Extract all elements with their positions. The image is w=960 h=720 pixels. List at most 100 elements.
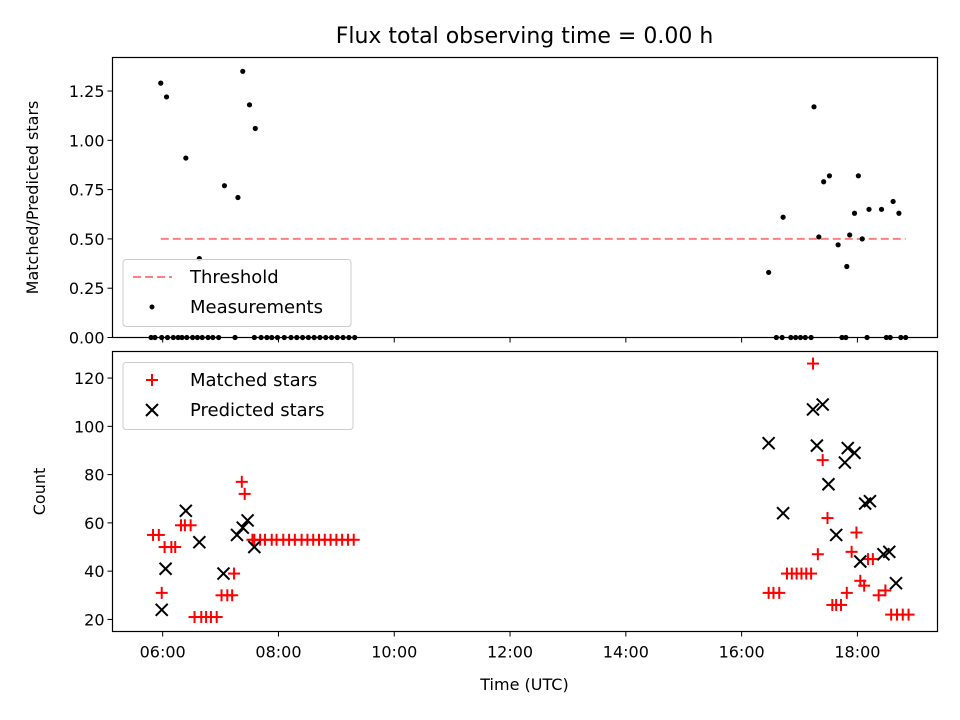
matched-star-point <box>835 598 848 611</box>
legend-threshold-label: Threshold <box>189 267 279 288</box>
predicted-star-point <box>853 554 868 569</box>
predicted-star-point <box>815 397 830 412</box>
top-ytick-label: 0.25 <box>69 279 105 298</box>
legend-measurements-label: Measurements <box>190 297 323 318</box>
measurement-point <box>252 125 258 132</box>
measurement-point <box>235 194 241 201</box>
predicted-star-point <box>236 520 250 535</box>
bottom-axes: 20 40 60 80 100 120 06:00 08:00 10:00 12:00 14:00… <box>30 350 939 694</box>
bottom-xtick-label: 08:00 <box>255 643 301 662</box>
xlabel: Time (UTC) <box>479 675 568 694</box>
matched-star-point <box>184 519 197 532</box>
matched-star-point <box>850 526 863 539</box>
matched-star-point <box>210 611 223 624</box>
matched-star-point <box>169 541 182 554</box>
predicted-star-point <box>889 576 903 590</box>
bottom-xtick-label: 12:00 <box>487 643 533 662</box>
chart-title: Flux total observing time = 0.00 h <box>336 24 714 49</box>
predicted-star-point <box>761 436 776 450</box>
matched-star-point <box>226 589 239 602</box>
bottom-ytick-label: 80 <box>84 466 104 485</box>
predicted-star-point <box>841 441 855 455</box>
measurement-point <box>859 236 865 242</box>
measurement-point <box>163 94 170 100</box>
top-ytick-label: 1.00 <box>69 131 105 150</box>
predicted-star-point <box>230 528 244 542</box>
matched-star-point <box>152 528 165 541</box>
matched-star-point <box>879 584 892 597</box>
matched-star-point <box>872 589 885 602</box>
measurement-point <box>855 173 861 179</box>
bottom-ylabel: Count <box>30 468 49 516</box>
legend-matched-label: Matched stars <box>190 370 317 391</box>
predicted-star-point <box>179 504 193 518</box>
predicted-star-point <box>216 566 231 581</box>
matched-star-point <box>821 512 834 525</box>
top-ytick-label: 0.00 <box>69 329 105 348</box>
bottom-yticks: 20 40 60 80 100 120 <box>74 369 113 629</box>
measurement-point <box>847 232 853 238</box>
bottom-xtick-label: 14:00 <box>603 643 649 662</box>
legend-predicted-swatch <box>145 403 159 417</box>
matched-star-point <box>155 586 168 599</box>
matched-star-point <box>811 548 824 561</box>
top-yticks: 0.00 0.25 0.50 0.75 1.00 1.25 <box>69 82 113 348</box>
matched-star-point <box>816 454 829 467</box>
measurement-point <box>811 104 817 110</box>
bottom-xtick-label: 18:00 <box>834 643 880 662</box>
measurement-point <box>878 206 885 212</box>
predicted-star-point <box>192 535 207 549</box>
measurement-point <box>890 198 896 205</box>
bottom-legend-frame <box>122 362 354 430</box>
legend-matched-swatch <box>146 374 158 386</box>
legend-measurements-swatch <box>149 304 155 310</box>
bottom-ytick-label: 40 <box>84 562 104 581</box>
bottom-ytick-label: 60 <box>84 514 104 533</box>
predicted-star-point <box>882 545 896 559</box>
bottom-ytick-label: 120 <box>74 369 105 388</box>
matched-star-point <box>807 357 820 370</box>
predicted-star-point <box>158 562 173 576</box>
top-legend: Threshold Measurements <box>122 259 352 327</box>
measurement-point <box>158 80 164 86</box>
measurement-point <box>780 214 786 220</box>
bottom-xtick-label: 16:00 <box>719 643 765 662</box>
bottom-legend: Matched stars Predicted stars <box>122 362 354 430</box>
measurement-point <box>240 68 246 74</box>
predicted-star-point <box>863 494 877 508</box>
matched-star-point <box>866 553 879 566</box>
measurement-point <box>821 179 827 185</box>
matched-star-point <box>840 586 853 599</box>
matched-star-point <box>805 567 818 580</box>
bottom-marks <box>147 357 915 624</box>
predicted-star-point <box>806 402 820 417</box>
top-ytick-label: 0.75 <box>69 181 105 200</box>
measurement-point <box>766 269 772 276</box>
predicted-star-point <box>155 603 169 617</box>
measurement-point <box>844 263 850 270</box>
matched-star-point <box>858 579 871 592</box>
measurement-point <box>866 206 872 212</box>
top-ytick-label: 0.50 <box>69 230 105 249</box>
matched-star-point <box>902 608 915 621</box>
matched-star-point <box>845 545 858 558</box>
matched-star-point <box>228 567 241 580</box>
measurement-point <box>816 234 822 240</box>
top-xticks <box>162 337 858 343</box>
bottom-axes-frame <box>111 350 939 633</box>
measurement-point <box>221 183 228 189</box>
top-ytick-label: 1.25 <box>69 82 105 101</box>
predicted-star-point <box>829 528 843 542</box>
predicted-star-point <box>776 506 790 520</box>
predicted-star-point <box>247 540 262 554</box>
predicted-star-point <box>847 446 862 460</box>
top-axes-frame <box>111 56 939 339</box>
top-ylabel: Matched/Predicted stars <box>23 101 42 295</box>
predicted-star-point <box>810 438 824 453</box>
bottom-xtick-label: 10:00 <box>371 643 417 662</box>
predicted-star-point <box>821 477 836 491</box>
measurement-point <box>826 173 833 179</box>
measurement-point <box>835 242 841 248</box>
top-legend-frame <box>122 259 352 327</box>
